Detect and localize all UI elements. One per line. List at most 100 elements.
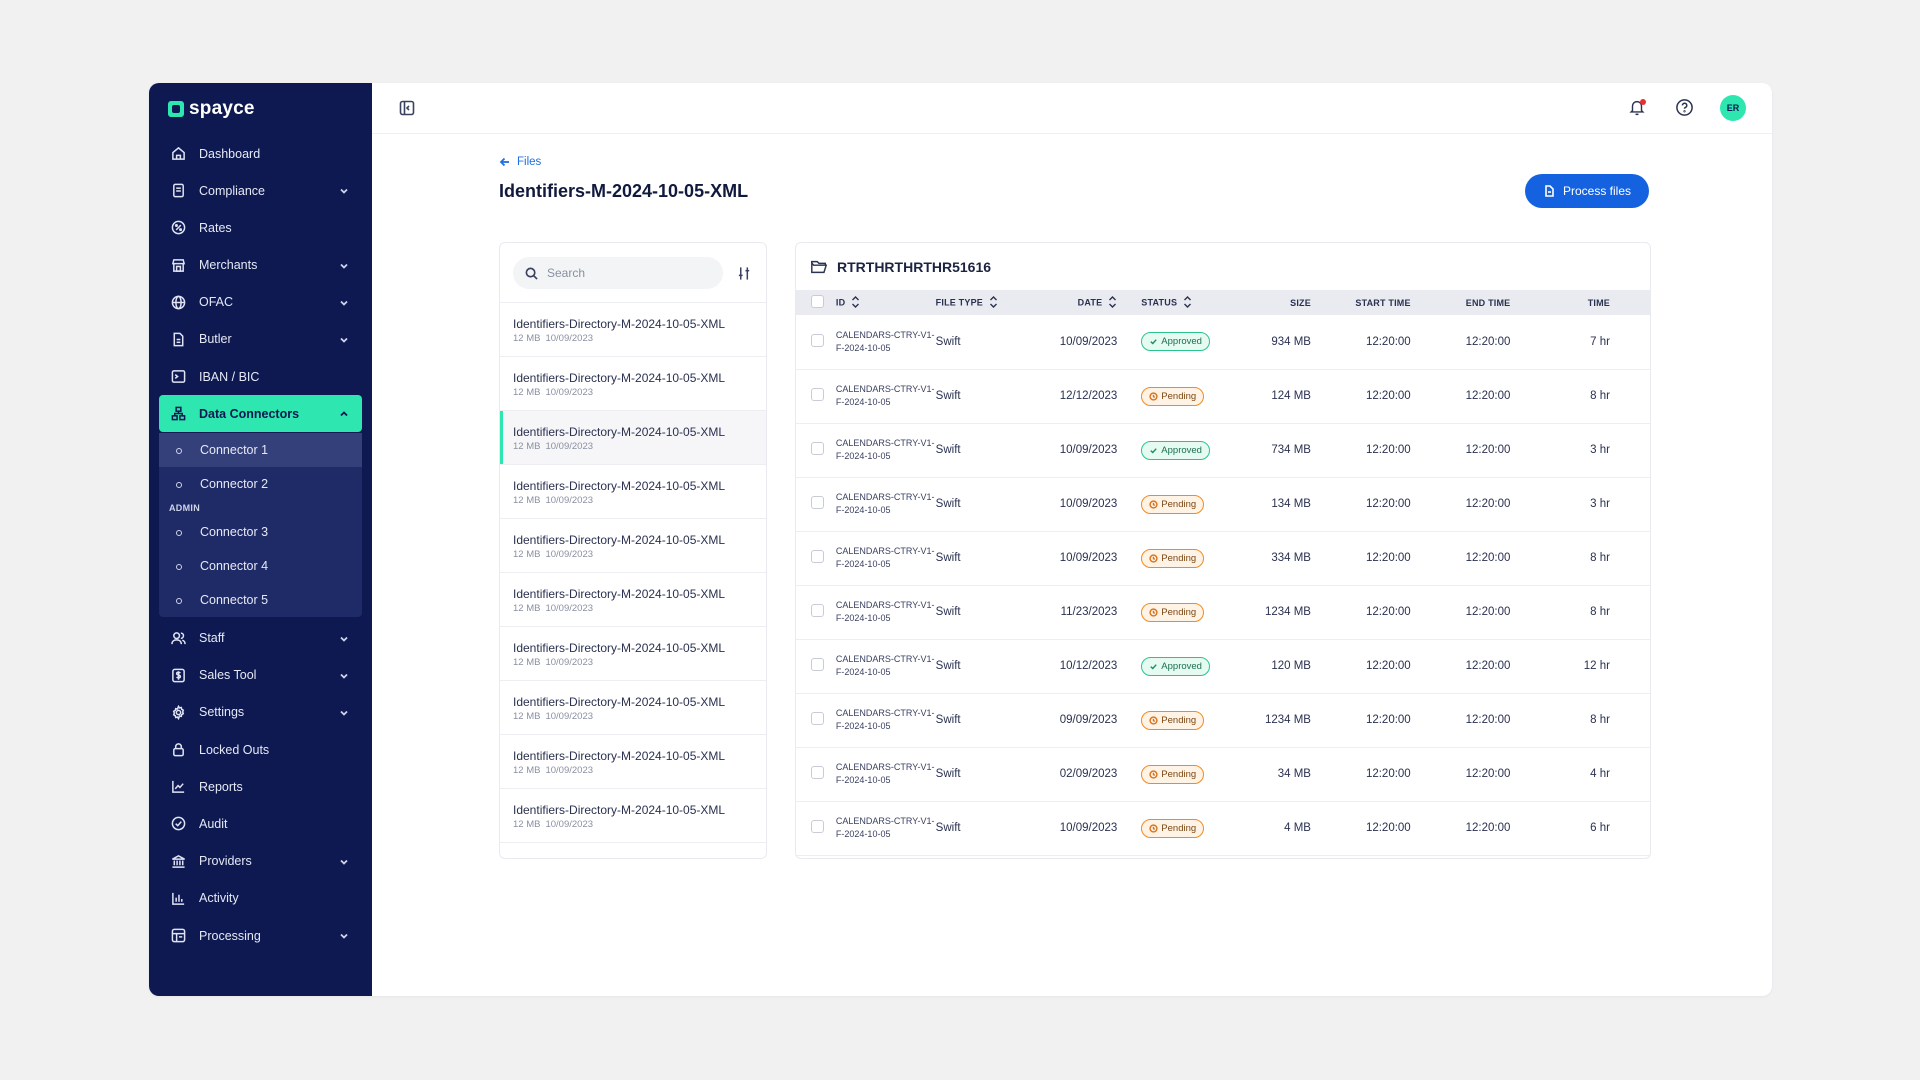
chevron-down-icon[interactable] — [339, 856, 349, 866]
sidebar-item-iban-bic[interactable]: IBAN / BIC — [159, 358, 362, 395]
table-row[interactable]: CALENDARS-CTRY-V1-F-2024-10-05 Swift 10/09… — [796, 315, 1650, 370]
brand-logo[interactable]: spayce — [168, 98, 255, 120]
sidebar-item-compliance[interactable]: Compliance — [159, 172, 362, 209]
file-list-item[interactable]: Identifiers-Directory-M-2024-10-05-XML 12… — [500, 519, 766, 573]
cell-status: Pending — [1131, 369, 1232, 424]
row-checkbox[interactable] — [811, 712, 824, 725]
table-row[interactable]: CALENDARS-CTRY-V1-F-2024-10-05 Swift 10/09… — [796, 477, 1650, 532]
file-list-item[interactable]: Identifiers-Directory-M-2024-10-05-XML 12… — [500, 573, 766, 627]
table-row[interactable]: CALENDARS-CTRY-V1-F-2024-10-05 Swift 02/09… — [796, 747, 1650, 802]
clock-icon — [1149, 391, 1158, 401]
file-list-item[interactable]: Identifiers-Directory-M-2024-10-05-XML 12… — [500, 627, 766, 681]
file-date: 10/09/2023 — [545, 765, 594, 776]
sidebar-item-data-connectors[interactable]: Data Connectors — [159, 395, 362, 433]
chevron-down-icon[interactable] — [339, 633, 349, 643]
row-select-cell — [796, 423, 836, 478]
table-row[interactable]: CALENDARS-CTRY-V1-F-2024-10-05 Swift 12/12… — [796, 369, 1650, 424]
row-checkbox[interactable] — [811, 550, 824, 563]
file-list-item[interactable]: Identifiers-Directory-M-2024-10-05-XML 12… — [500, 465, 766, 519]
sidebar-item-rates[interactable]: Rates — [159, 209, 362, 246]
sidebar-item-providers[interactable]: Providers — [159, 843, 362, 880]
cell-size: 124 MB — [1231, 369, 1311, 424]
submenu-item-connector-1[interactable]: Connector 1 — [159, 432, 362, 467]
chevron-down-icon[interactable] — [339, 297, 349, 307]
table-row[interactable]: CALENDARS-CTRY-V1-F-2024-10-05 Swift 11/23… — [796, 585, 1650, 640]
select-all-checkbox[interactable] — [811, 295, 824, 308]
sidebar-item-label: Data Connectors — [199, 406, 300, 421]
cell-type: Swift — [935, 369, 1026, 424]
cell-date: 10/09/2023 — [1025, 477, 1132, 532]
table-row[interactable]: CALENDARS-CTRY-V1-F-2024-10-05 Swift 10/09… — [796, 423, 1650, 478]
sort-icon[interactable] — [1108, 295, 1117, 311]
sidebar-item-activity[interactable]: Activity — [159, 880, 362, 917]
sidebar-item-label: Audit — [199, 816, 228, 831]
table-row[interactable]: CALENDARS-CTRY-V1-F-2024-10-05 Swift 10/09… — [796, 801, 1650, 856]
column-header-label: END TIME — [1465, 297, 1511, 308]
search-box[interactable] — [513, 257, 723, 289]
chevron-down-icon[interactable] — [339, 670, 349, 680]
file-meta: 12 MB 10/09/2023 — [513, 333, 754, 344]
table-row[interactable]: CALENDARS-CTRY-V1-F-2024-10-05 Swift 09/09… — [796, 693, 1650, 748]
row-checkbox[interactable] — [811, 333, 824, 347]
row-checkbox[interactable] — [811, 496, 824, 509]
chevron-down-icon[interactable] — [339, 930, 349, 940]
row-checkbox[interactable] — [811, 820, 824, 833]
row-checkbox[interactable] — [811, 442, 824, 455]
sidebar-item-dashboard[interactable]: Dashboard — [159, 135, 362, 172]
sort-icon[interactable] — [1183, 295, 1192, 311]
sidebar-item-ofac[interactable]: OFAC — [159, 284, 362, 321]
column-header-label: ID — [835, 296, 846, 307]
sort-icon[interactable] — [989, 295, 998, 311]
column-header-id[interactable]: ID — [836, 290, 936, 315]
submenu-item-connector-3[interactable]: Connector 3 — [159, 515, 362, 549]
table-row[interactable]: CALENDARS-CTRY-V1-F-2024-10-05 Swift 10/09… — [796, 531, 1650, 586]
submenu-item-connector-2[interactable]: Connector 2 — [159, 467, 362, 501]
row-checkbox[interactable] — [811, 766, 824, 779]
sort-icon[interactable] — [851, 295, 860, 311]
column-header-date[interactable]: DATE — [1026, 290, 1132, 315]
sidebar-item-butler[interactable]: Butler — [159, 321, 362, 358]
cell-end: 12:20:00 — [1410, 747, 1511, 802]
file-list-item[interactable]: Identifiers-Directory-M-2024-10-05-XML 12… — [500, 735, 766, 789]
help-icon[interactable] — [1675, 98, 1695, 118]
chevron-up-icon[interactable] — [339, 408, 349, 418]
sidebar-item-sales-tool[interactable]: Sales Tool — [159, 657, 362, 694]
search-input[interactable] — [547, 266, 697, 280]
chevron-down-icon[interactable] — [339, 185, 349, 195]
cell-size: 1234 MB — [1231, 693, 1311, 748]
row-select-cell — [796, 747, 836, 802]
chevron-down-icon[interactable] — [339, 707, 349, 717]
column-header-file-type[interactable]: FILE TYPE — [936, 290, 1026, 315]
file-list-item[interactable]: Identifiers-Directory-M-2024-10-05-XML 12… — [500, 303, 766, 357]
file-date: 10/09/2023 — [545, 549, 594, 560]
table-header-row: ID FILE TYPE DATE STATUS SIZE START TIME END T… — [796, 290, 1650, 315]
sidebar-toggle-icon[interactable] — [399, 100, 415, 116]
file-list-item[interactable]: Identifiers-Directory-M-2024-10-05-XML 12… — [500, 357, 766, 411]
table-row[interactable]: CALENDARS-CTRY-V1-F-2024-10-05 Swift 10/12… — [796, 639, 1650, 694]
filter-sliders-icon[interactable] — [737, 266, 752, 281]
sidebar-item-staff[interactable]: Staff — [159, 620, 362, 657]
chevron-down-icon[interactable] — [339, 260, 349, 270]
notification-bell-icon[interactable] — [1628, 98, 1648, 118]
submenu-item-connector-4[interactable]: Connector 4 — [159, 549, 362, 583]
file-list-item[interactable]: Identifiers-Directory-M-2024-10-05-XML 12… — [500, 411, 766, 465]
sidebar-item-locked-outs[interactable]: Locked Outs — [159, 731, 362, 768]
process-files-button[interactable]: Process files — [1525, 174, 1649, 208]
row-checkbox[interactable] — [811, 604, 824, 617]
clock-icon — [1149, 499, 1158, 509]
row-checkbox[interactable] — [811, 658, 824, 671]
sidebar-item-processing[interactable]: Processing — [159, 917, 362, 954]
column-header-status[interactable]: STATUS — [1131, 290, 1231, 315]
chevron-down-icon[interactable] — [339, 334, 349, 344]
file-name: Identifiers-Directory-M-2024-10-05-XML — [513, 587, 726, 601]
file-list-item[interactable]: Identifiers-Directory-M-2024-10-05-XML 12… — [500, 681, 766, 735]
submenu-item-connector-5[interactable]: Connector 5 — [159, 583, 362, 617]
sidebar-item-reports[interactable]: Reports — [159, 768, 362, 805]
file-list-item[interactable]: Identifiers-Directory-M-2024-10-05-XML 12… — [500, 789, 766, 843]
sidebar-item-audit[interactable]: Audit — [159, 805, 362, 842]
back-to-files-link[interactable]: Files — [499, 156, 541, 168]
user-avatar[interactable]: ER — [1720, 95, 1746, 121]
sidebar-item-merchants[interactable]: Merchants — [159, 247, 362, 284]
row-checkbox[interactable] — [811, 388, 824, 401]
sidebar-item-settings[interactable]: Settings — [159, 694, 362, 731]
